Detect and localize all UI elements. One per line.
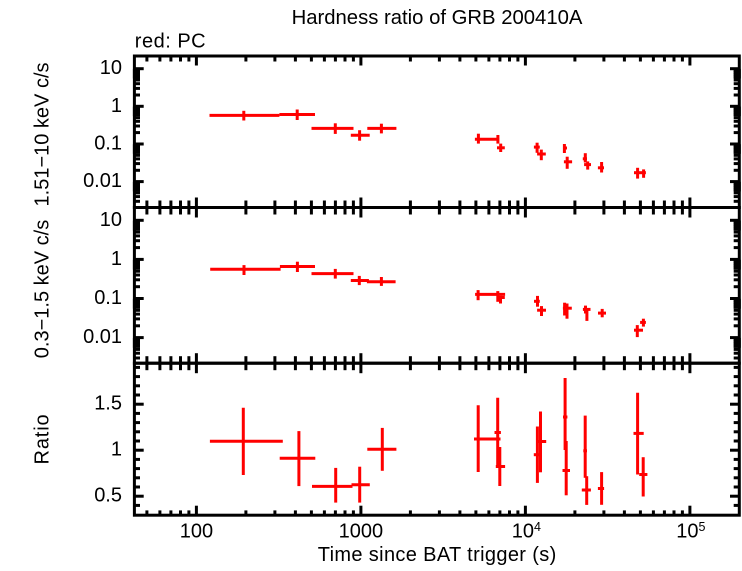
svg-text:red: PC: red: PC: [135, 31, 206, 53]
svg-text:Time since BAT trigger (s): Time since BAT trigger (s): [318, 544, 557, 566]
svg-text:0.3−1.5 keV c/s: 0.3−1.5 keV c/s: [32, 220, 54, 358]
svg-text:0.01: 0.01: [83, 170, 122, 192]
svg-text:104: 104: [512, 520, 541, 542]
svg-text:1: 1: [111, 95, 122, 117]
svg-text:10: 10: [100, 57, 122, 79]
svg-text:10: 10: [100, 209, 122, 231]
svg-text:105: 105: [676, 520, 705, 542]
svg-text:100: 100: [180, 521, 213, 543]
svg-text:1: 1: [111, 439, 122, 461]
svg-text:1000: 1000: [339, 521, 384, 543]
svg-text:1.51−10 keV c/s: 1.51−10 keV c/s: [32, 63, 54, 207]
svg-text:0.01: 0.01: [83, 326, 122, 348]
svg-text:0.1: 0.1: [94, 287, 122, 309]
svg-text:1.5: 1.5: [94, 393, 122, 415]
svg-text:0.1: 0.1: [94, 133, 122, 155]
svg-text:0.5: 0.5: [94, 485, 122, 507]
svg-text:Hardness ratio of GRB 200410A: Hardness ratio of GRB 200410A: [292, 7, 583, 29]
svg-text:Ratio: Ratio: [32, 414, 54, 465]
svg-text:1: 1: [111, 248, 122, 270]
